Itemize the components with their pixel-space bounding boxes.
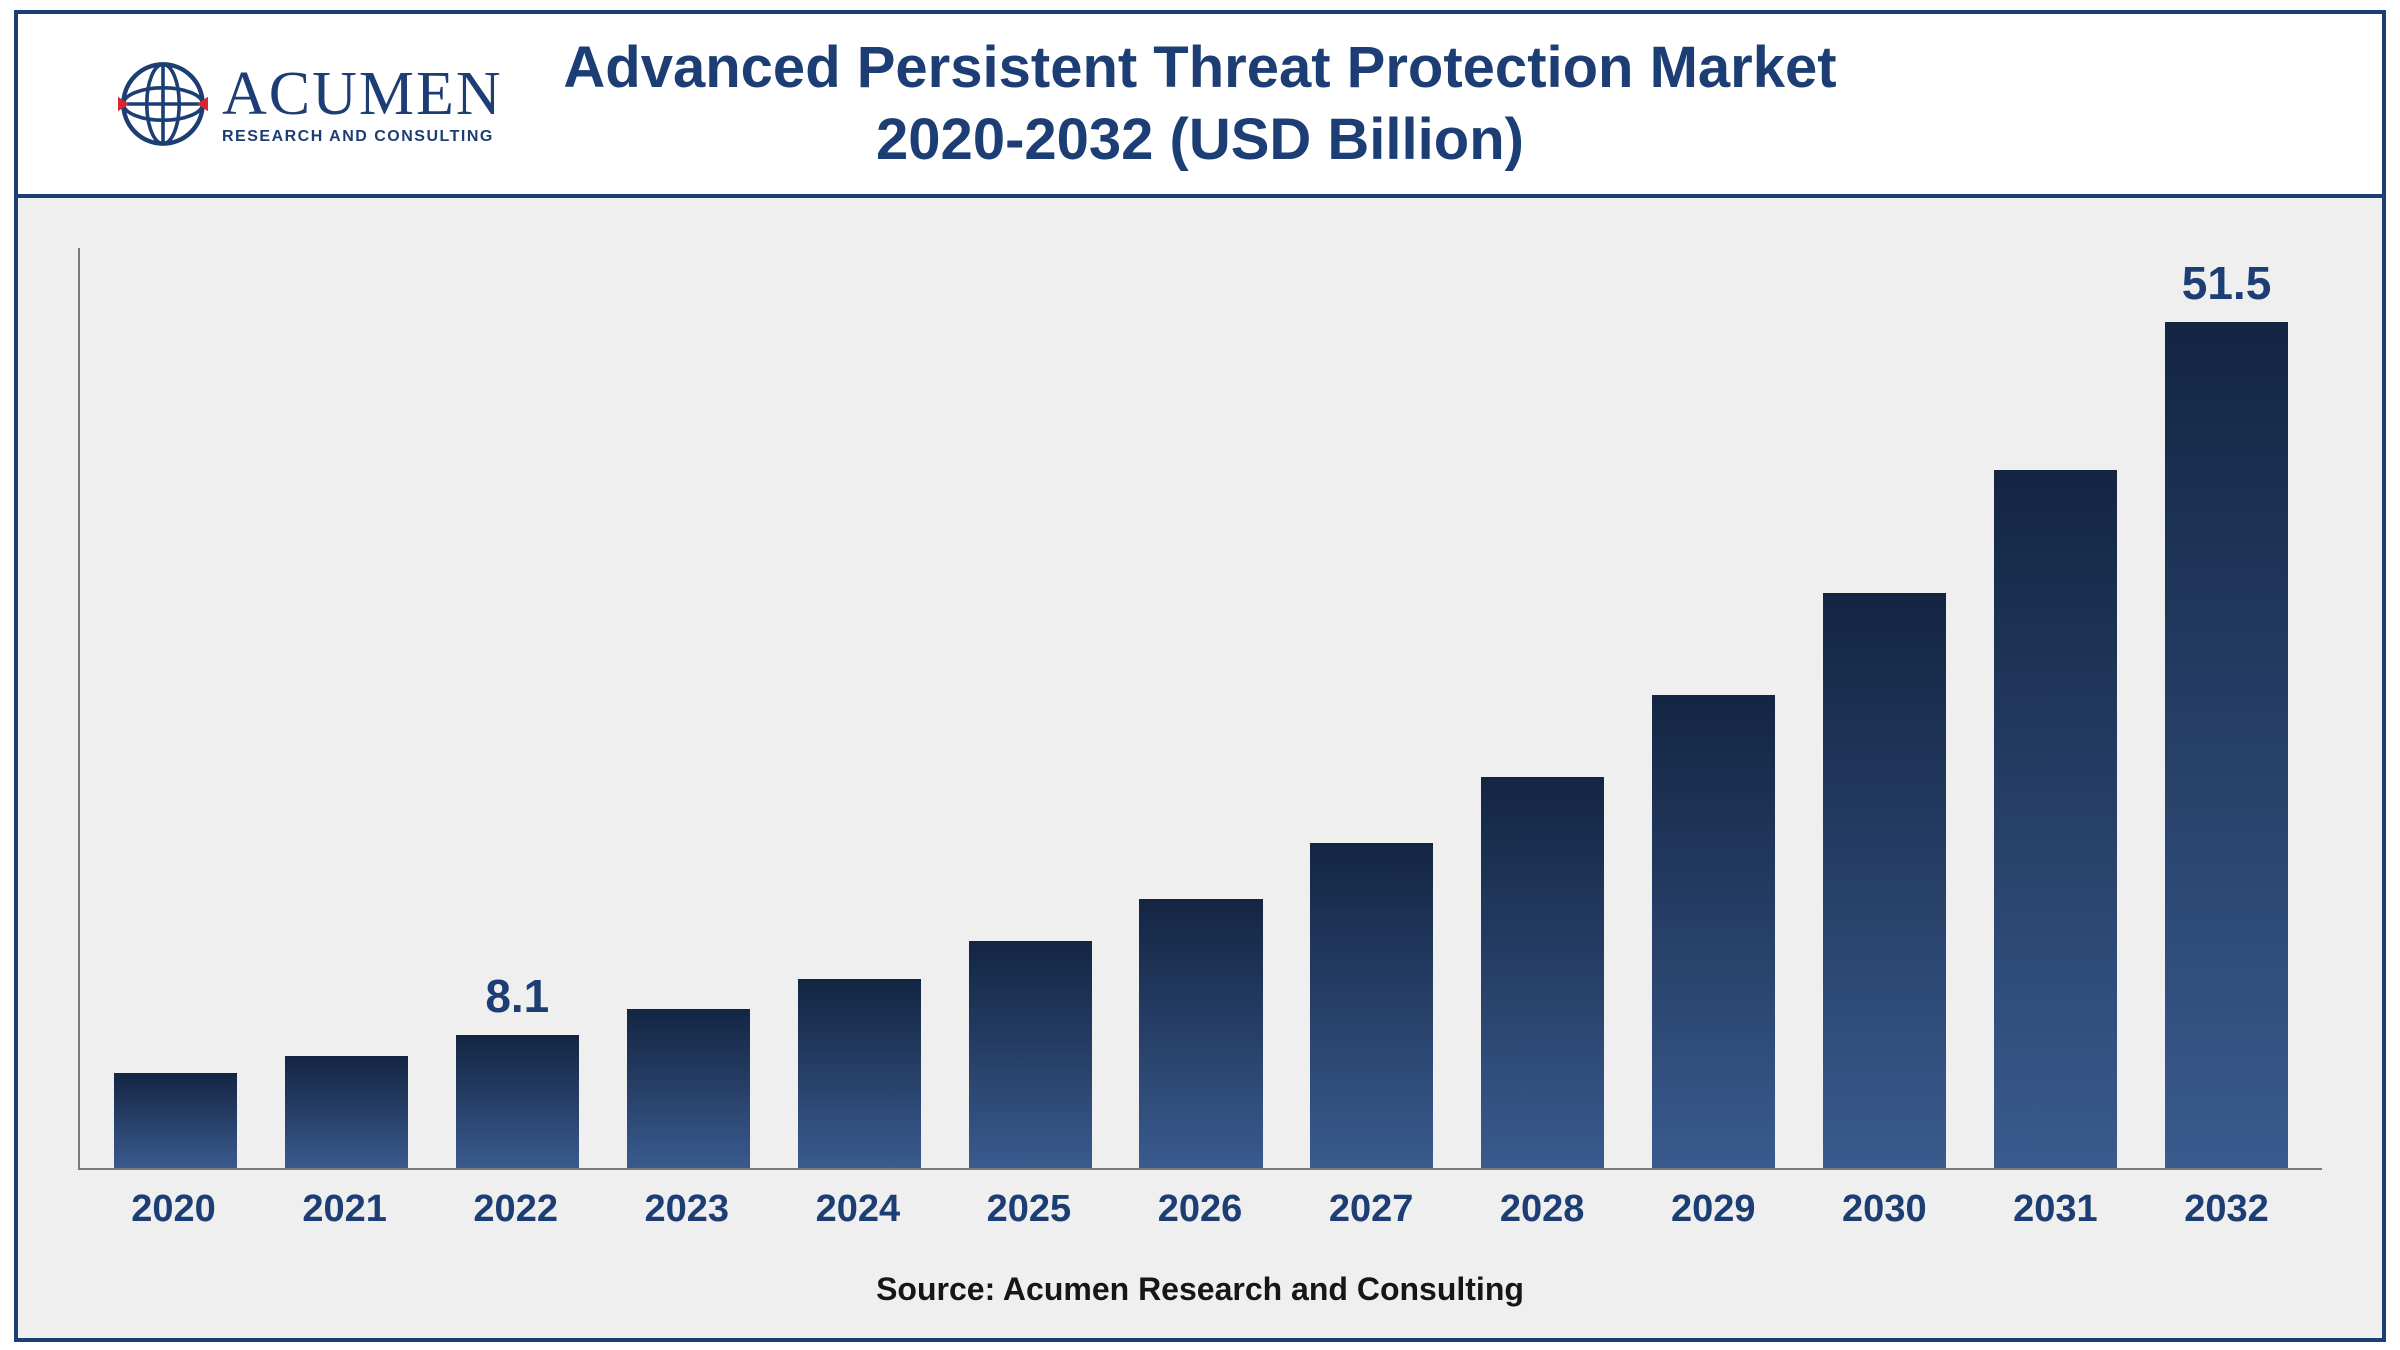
x-tick-label: 2028 xyxy=(1457,1188,1628,1231)
page-container: ACUMEN RESEARCH AND CONSULTING Advanced … xyxy=(0,0,2400,1350)
x-tick-label: 2023 xyxy=(601,1188,772,1231)
bar xyxy=(627,1009,750,1168)
bar xyxy=(1481,777,1604,1168)
x-axis: 2020202120222023202420252026202720282029… xyxy=(78,1170,2322,1231)
bar xyxy=(1310,843,1433,1168)
bar-slot xyxy=(1628,248,1799,1168)
bar-slot xyxy=(603,248,774,1168)
bar xyxy=(1823,593,1946,1168)
bar-slot xyxy=(1970,248,2141,1168)
bar xyxy=(2165,322,2288,1168)
brand-logo: ACUMEN RESEARCH AND CONSULTING xyxy=(118,59,503,149)
chart-area: 8.1 51.5 20202021202220232024202520262027… xyxy=(14,198,2386,1342)
source-caption: Source: Acumen Research and Consulting xyxy=(78,1271,2322,1308)
brand-name: ACUMEN xyxy=(222,63,503,125)
x-tick-label: 2021 xyxy=(259,1188,430,1231)
x-tick-label: 2027 xyxy=(1286,1188,1457,1231)
x-tick-label: 2025 xyxy=(943,1188,1114,1231)
x-tick-label: 2022 xyxy=(430,1188,601,1231)
brand-text-block: ACUMEN RESEARCH AND CONSULTING xyxy=(222,63,503,145)
bar-group: 8.1 51.5 xyxy=(80,248,2322,1168)
bar-slot xyxy=(945,248,1116,1168)
bar xyxy=(1994,470,2117,1168)
title-header: ACUMEN RESEARCH AND CONSULTING Advanced … xyxy=(14,10,2386,198)
bar-slot xyxy=(774,248,945,1168)
x-tick-label: 2030 xyxy=(1799,1188,1970,1231)
x-tick-label: 2031 xyxy=(1970,1188,2141,1231)
bar-value-label: 51.5 xyxy=(2182,256,2272,310)
bar-slot: 8.1 xyxy=(432,248,603,1168)
x-tick-label: 2032 xyxy=(2141,1188,2312,1231)
bar-slot xyxy=(1286,248,1457,1168)
bar-slot xyxy=(1457,248,1628,1168)
x-tick-label: 2029 xyxy=(1628,1188,1799,1231)
bar-value-label: 8.1 xyxy=(485,969,549,1023)
bar xyxy=(285,1056,408,1168)
chart-plot: 8.1 51.5 xyxy=(78,248,2322,1170)
bar xyxy=(1652,695,1775,1168)
brand-tagline: RESEARCH AND CONSULTING xyxy=(222,129,503,145)
bar-slot xyxy=(1799,248,1970,1168)
bar xyxy=(456,1035,579,1168)
globe-icon xyxy=(118,59,208,149)
bar-slot xyxy=(1116,248,1287,1168)
bar xyxy=(1139,899,1262,1168)
bar xyxy=(969,941,1092,1168)
bar-slot: 51.5 xyxy=(2141,248,2312,1168)
bar xyxy=(798,979,921,1168)
bar xyxy=(114,1073,237,1168)
x-tick-label: 2026 xyxy=(1114,1188,1285,1231)
bar-slot xyxy=(261,248,432,1168)
bar-slot xyxy=(90,248,261,1168)
x-tick-label: 2020 xyxy=(88,1188,259,1231)
x-tick-label: 2024 xyxy=(772,1188,943,1231)
